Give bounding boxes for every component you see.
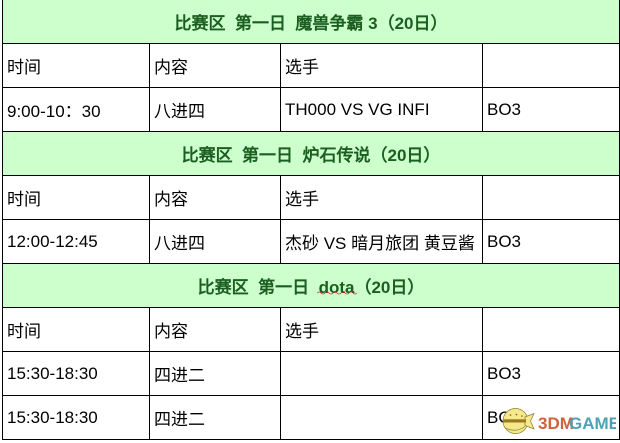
svg-text:GAME: GAME	[569, 414, 616, 433]
